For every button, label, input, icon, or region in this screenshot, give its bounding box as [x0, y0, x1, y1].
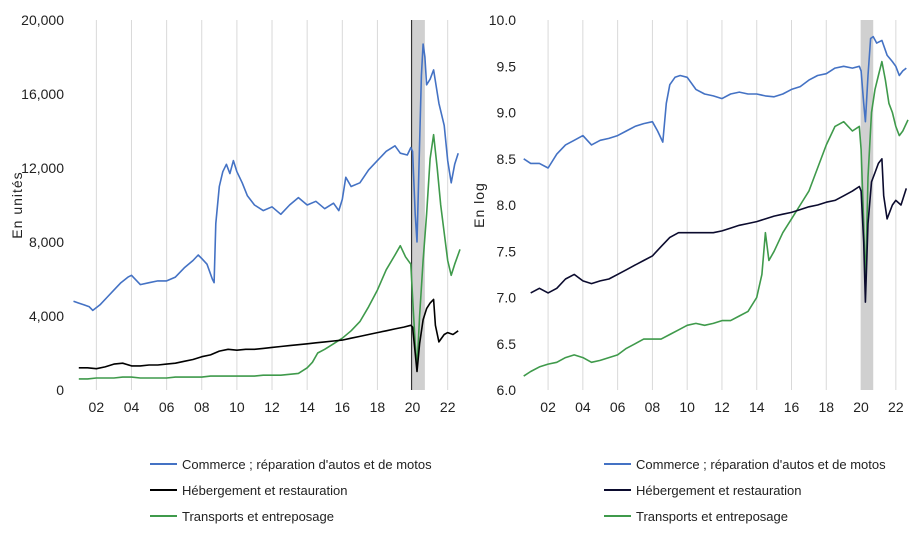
x-tick-label: 06 — [159, 399, 175, 415]
x-tick-label: 08 — [645, 399, 661, 415]
left-chart-panel: 0 4,000 8,000 12,000 16,000 20,000 02 04 06 08 10 1… — [9, 12, 461, 415]
y-tick-label: 6.0 — [497, 382, 517, 398]
legend-label-commerce: Commerce ; réparation d'autos et de moto… — [636, 457, 886, 472]
x-tick-label: 06 — [610, 399, 626, 415]
x-tick-label: 04 — [124, 399, 140, 415]
series-line-1 — [78, 298, 459, 373]
x-tick-label: 14 — [749, 399, 765, 415]
y-tick-label: 0 — [56, 382, 64, 398]
y-tick-label: 7.5 — [497, 243, 517, 259]
y-tick-label: 4,000 — [29, 308, 64, 324]
x-tick-label: 04 — [575, 399, 591, 415]
y-tick-label: 9.5 — [497, 58, 517, 74]
series-line-0 — [523, 35, 907, 169]
x-tick-label: 16 — [784, 399, 800, 415]
legend-label-transports: Transports et entreposage — [636, 509, 788, 524]
left-legend: Commerce ; réparation d'autos et de moto… — [150, 457, 432, 524]
legend-label-hebergement: Hébergement et restauration — [182, 483, 347, 498]
y-tick-label: 8.5 — [497, 151, 517, 167]
x-tick-label: 22 — [440, 399, 456, 415]
x-tick-label: 08 — [194, 399, 210, 415]
y-tick-label: 8,000 — [29, 234, 64, 250]
x-tick-label: 16 — [335, 399, 351, 415]
series-line-1 — [530, 158, 908, 303]
right-legend: Commerce ; réparation d'autos et de moto… — [604, 457, 886, 524]
series-line-2 — [78, 133, 461, 380]
legend-label-commerce: Commerce ; réparation d'autos et de moto… — [182, 457, 432, 472]
y-axis-label: En unités — [9, 171, 25, 238]
x-tick-label: 20 — [853, 399, 869, 415]
x-tick-label: 14 — [299, 399, 315, 415]
y-tick-label: 20,000 — [21, 12, 64, 28]
y-tick-label: 10.0 — [489, 12, 516, 28]
legend-label-transports: Transports et entreposage — [182, 509, 334, 524]
x-tick-label: 18 — [818, 399, 834, 415]
x-tick-label: 18 — [370, 399, 386, 415]
x-tick-label: 02 — [89, 399, 105, 415]
x-tick-label: 12 — [264, 399, 280, 415]
x-tick-label: 10 — [679, 399, 695, 415]
x-tick-label: 10 — [229, 399, 245, 415]
series-line-2 — [523, 60, 909, 377]
legend-label-hebergement: Hébergement et restauration — [636, 483, 801, 498]
x-tick-label: 22 — [888, 399, 904, 415]
series-line-0 — [73, 43, 459, 312]
x-tick-label: 12 — [714, 399, 730, 415]
y-tick-label: 16,000 — [21, 86, 64, 102]
y-tick-label: 12,000 — [21, 160, 64, 176]
y-tick-label: 8.0 — [497, 197, 517, 213]
x-tick-label: 02 — [540, 399, 556, 415]
y-tick-label: 7.0 — [497, 290, 517, 306]
right-chart-panel: 6.0 6.5 7.0 7.5 8.0 8.5 9.0 9.5 10.0 02 04 06 08 10 12… — [471, 12, 909, 415]
y-tick-label: 9.0 — [497, 105, 517, 121]
y-tick-label: 6.5 — [497, 336, 517, 352]
y-axis-label: En log — [471, 182, 487, 228]
x-tick-label: 20 — [405, 399, 421, 415]
